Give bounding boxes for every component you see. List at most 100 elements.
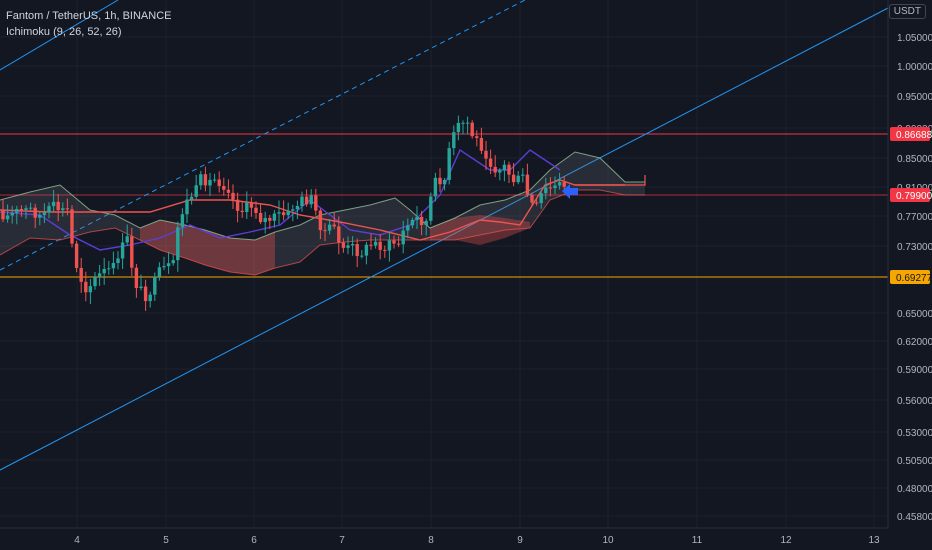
candle-body <box>107 268 111 270</box>
candle-body <box>530 194 534 203</box>
cloud-fill-red <box>140 220 275 275</box>
candle-body <box>24 208 28 210</box>
candle-body <box>93 277 97 287</box>
drawing-layer <box>0 0 889 471</box>
price-label-text: 0.69277 <box>896 273 932 284</box>
candle-body <box>258 212 263 223</box>
candle-body <box>401 230 405 245</box>
candle-body <box>116 258 120 264</box>
candlestick-series <box>1 115 566 311</box>
candle-body <box>65 208 70 210</box>
candle-body <box>502 164 507 171</box>
candle-body <box>309 195 313 205</box>
cloud-fill-green <box>0 152 645 275</box>
candle-body <box>139 286 143 289</box>
candle-body <box>15 208 19 213</box>
candle-body <box>396 243 401 245</box>
candle-body <box>84 281 88 293</box>
candle-body <box>295 206 300 210</box>
price-label-badge <box>890 127 930 141</box>
candle-body <box>419 216 424 226</box>
candle-body <box>291 209 295 211</box>
candle-body <box>245 202 249 213</box>
price-label-badge <box>890 188 930 202</box>
candle-body <box>553 185 557 189</box>
time-tick-label: 7 <box>339 535 345 546</box>
indicator-title[interactable]: Ichimoku (9, 26, 52, 26) <box>6 26 122 38</box>
candle-body <box>429 196 433 221</box>
candle-body <box>111 263 116 269</box>
candle-body <box>521 174 525 176</box>
symbol-title[interactable]: Fantom / TetherUS, 1h, BINANCE <box>6 10 172 22</box>
time-tick-label: 4 <box>74 535 80 546</box>
time-tick-label: 9 <box>517 535 523 546</box>
candle-body <box>318 210 323 231</box>
candle-body <box>438 177 442 185</box>
price-tick-label: 0.95000 <box>897 92 932 103</box>
price-tick-label: 0.77000 <box>897 212 932 223</box>
candle-body <box>475 136 479 139</box>
candle-body <box>180 214 185 228</box>
candle-body <box>171 260 175 264</box>
candle-body <box>433 177 438 197</box>
candle-body <box>364 244 369 256</box>
candle-body <box>424 220 428 226</box>
candle-body <box>488 158 493 167</box>
candle-body <box>199 174 203 186</box>
arrow-left-icon <box>562 184 578 199</box>
candle-body <box>10 212 14 216</box>
candle-body <box>534 202 539 204</box>
candle-body <box>28 207 33 209</box>
price-tick-label: 0.65000 <box>897 309 932 320</box>
candle-body <box>548 187 553 189</box>
candle-body <box>498 170 502 173</box>
candle-body <box>134 267 139 289</box>
price-label-text: 0.86688 <box>896 130 932 141</box>
candle-body <box>286 210 290 216</box>
candle-body <box>562 182 566 187</box>
candle-body <box>484 150 488 159</box>
candle-body <box>392 240 396 244</box>
price-tick-label: 0.50500 <box>897 456 932 467</box>
price-tick-label: 0.45800 <box>897 512 932 523</box>
time-tick-label: 13 <box>868 535 880 546</box>
candle-body <box>130 236 134 268</box>
ichimoku-cloud <box>0 148 646 276</box>
senkou-span-a <box>0 151 645 241</box>
price-tick-label: 1.00000 <box>897 62 932 73</box>
candle-body <box>74 243 79 268</box>
time-tick-label: 12 <box>780 535 792 546</box>
price-label-badge <box>890 270 930 284</box>
candle-body <box>281 212 286 216</box>
candle-body <box>166 263 171 267</box>
candle-body <box>442 179 447 185</box>
candle-body <box>525 174 530 195</box>
candle-body <box>38 215 42 218</box>
candle-body <box>56 201 60 211</box>
candle-body <box>185 199 189 215</box>
currency-label[interactable]: USDT <box>888 4 926 19</box>
candle-body <box>332 224 336 227</box>
candle-body <box>337 226 341 243</box>
candle-body <box>341 242 346 248</box>
candle-body <box>162 266 166 268</box>
candle-body <box>97 273 102 278</box>
candle-body <box>544 187 548 194</box>
candle-body <box>456 122 461 133</box>
time-tick-label: 11 <box>692 535 703 546</box>
candle-body <box>217 179 221 187</box>
candle-body <box>120 242 125 259</box>
candle-body <box>346 245 350 248</box>
candle-body <box>235 199 240 211</box>
time-tick-label: 10 <box>602 535 614 546</box>
candle-body <box>415 216 419 220</box>
candle-body <box>355 243 359 257</box>
price-tick-label: 0.53000 <box>897 428 932 439</box>
candle-body <box>452 132 456 149</box>
chart-grid <box>0 0 888 528</box>
price-label-text: 0.79900 <box>896 191 932 202</box>
candle-body <box>212 179 217 181</box>
candle-body <box>511 174 516 183</box>
lower-trendline <box>0 7 889 471</box>
